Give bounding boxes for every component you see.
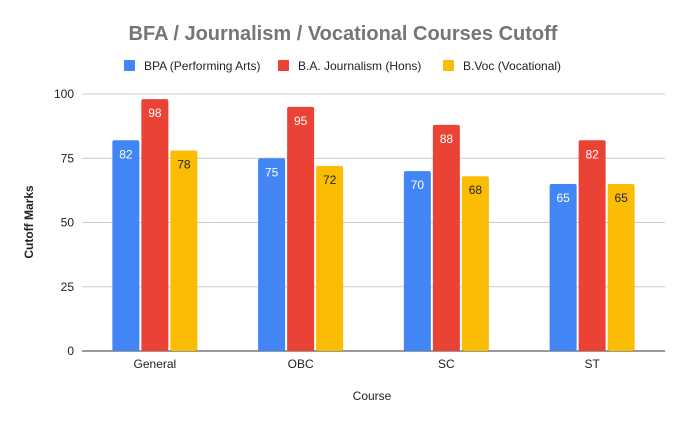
- x-tick-label: OBC: [288, 357, 314, 371]
- y-tick-label: 0: [67, 344, 74, 358]
- x-tick-label: ST: [584, 357, 600, 371]
- bar-st-series-0[interactable]: [549, 183, 577, 351]
- legend-label-bpa: BPA (Performing Arts): [144, 59, 260, 73]
- data-label: 72: [323, 173, 337, 187]
- bar-obc-series-1[interactable]: [287, 106, 315, 351]
- y-tick-label: 75: [61, 151, 75, 165]
- bar-sc-series-1[interactable]: [432, 124, 460, 351]
- y-tick-label: 50: [61, 216, 75, 230]
- x-axis-ticks: General OBC SC ST: [134, 357, 601, 371]
- bar-st-series-1[interactable]: [578, 140, 606, 351]
- legend-item-bpa[interactable]: BPA (Performing Arts): [124, 59, 260, 73]
- gridlines: [82, 93, 665, 352]
- data-label: 65: [614, 191, 628, 205]
- legend-swatch-bpa: [124, 60, 135, 71]
- data-label: 82: [585, 147, 599, 161]
- bar-obc-series-0[interactable]: [258, 158, 286, 351]
- data-label: 82: [119, 147, 133, 161]
- data-label: 70: [411, 178, 425, 192]
- y-tick-label: 25: [61, 280, 75, 294]
- data-label: 98: [148, 106, 162, 120]
- bars: [112, 99, 635, 351]
- data-label: 75: [265, 165, 279, 179]
- y-tick-label: 100: [54, 87, 74, 101]
- bar-sc-series-0[interactable]: [403, 171, 431, 351]
- legend-label-bvoc: B.Voc (Vocational): [463, 59, 561, 73]
- bar-general-series-1[interactable]: [141, 99, 169, 351]
- legend-item-journalism[interactable]: B.A. Journalism (Hons): [278, 59, 421, 73]
- legend-label-journalism: B.A. Journalism (Hons): [298, 59, 421, 73]
- bar-st-series-2[interactable]: [607, 183, 635, 351]
- bar-obc-series-2[interactable]: [316, 165, 344, 351]
- data-label: 78: [177, 158, 191, 172]
- bar-general-series-2[interactable]: [170, 150, 198, 351]
- x-tick-label: SC: [438, 357, 455, 371]
- bar-sc-series-2[interactable]: [461, 176, 489, 351]
- y-axis-title: Cutoff Marks: [22, 185, 36, 259]
- legend-swatch-journalism: [278, 60, 289, 71]
- bar-general-series-0[interactable]: [112, 140, 140, 351]
- x-axis-title: Course: [353, 389, 392, 403]
- x-tick-label: General: [134, 357, 177, 371]
- chart-title: BFA / Journalism / Vocational Courses Cu…: [129, 23, 558, 45]
- data-label: 95: [294, 114, 308, 128]
- data-labels: 82 98 78 75 95 72 70 88 68 65 82 65: [119, 106, 628, 205]
- data-label: 88: [440, 132, 454, 146]
- y-axis-ticks: 0 25 50 75 100: [54, 87, 74, 358]
- legend-swatch-bvoc: [443, 60, 454, 71]
- data-label: 65: [556, 191, 570, 205]
- legend: BPA (Performing Arts) B.A. Journalism (H…: [124, 59, 561, 73]
- legend-item-bvoc[interactable]: B.Voc (Vocational): [443, 59, 561, 73]
- data-label: 68: [469, 183, 483, 197]
